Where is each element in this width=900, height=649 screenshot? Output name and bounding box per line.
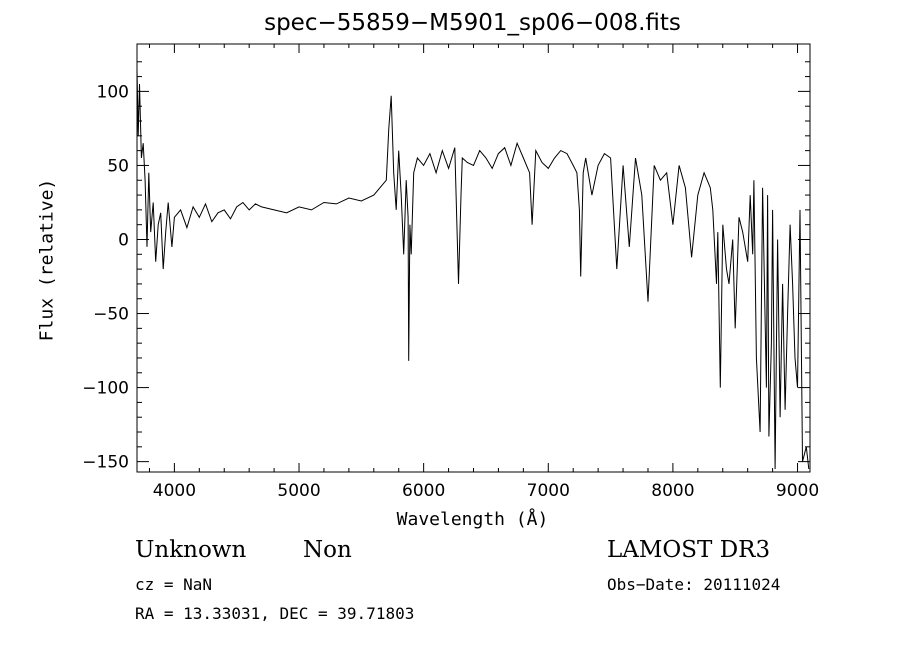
x-tick-label: 5000 [277,481,320,501]
redshift-value: cz = NaN [135,575,213,594]
chart-title: spec−55859−M5901_sp06−008.fits [264,10,681,36]
y-tick-label: 50 [107,156,129,176]
x-tick-label: 8000 [651,481,694,501]
y-tick-label: 0 [118,230,129,250]
x-axis-ticks: 4000 5000 6000 7000 8000 9000 [148,44,819,501]
y-tick-label: −100 [82,379,129,399]
x-tick-label: 7000 [527,481,570,501]
plot-frame [136,43,811,473]
y-tick-label: −150 [82,453,129,473]
x-tick-label: 4000 [153,481,196,501]
x-tick-label: 9000 [776,481,819,501]
survey-name: LAMOST DR3 [607,537,771,563]
spectral-class: Unknown [135,537,247,563]
y-tick-label: 100 [97,82,129,102]
spectral-subclass: Non [303,537,352,563]
y-axis-ticks: 100 50 0 −50 −100 −150 [82,61,810,473]
y-tick-label: −50 [93,305,129,325]
flux-series-line [136,69,810,470]
x-axis-label: Wavelength (Å) [396,509,549,530]
x-tick-label: 6000 [402,481,445,501]
observation-date: Obs−Date: 20111024 [607,575,781,594]
coordinates: RA = 13.33031, DEC = 39.71803 [135,604,415,623]
y-axis-label: Flux (relative) [36,178,58,342]
